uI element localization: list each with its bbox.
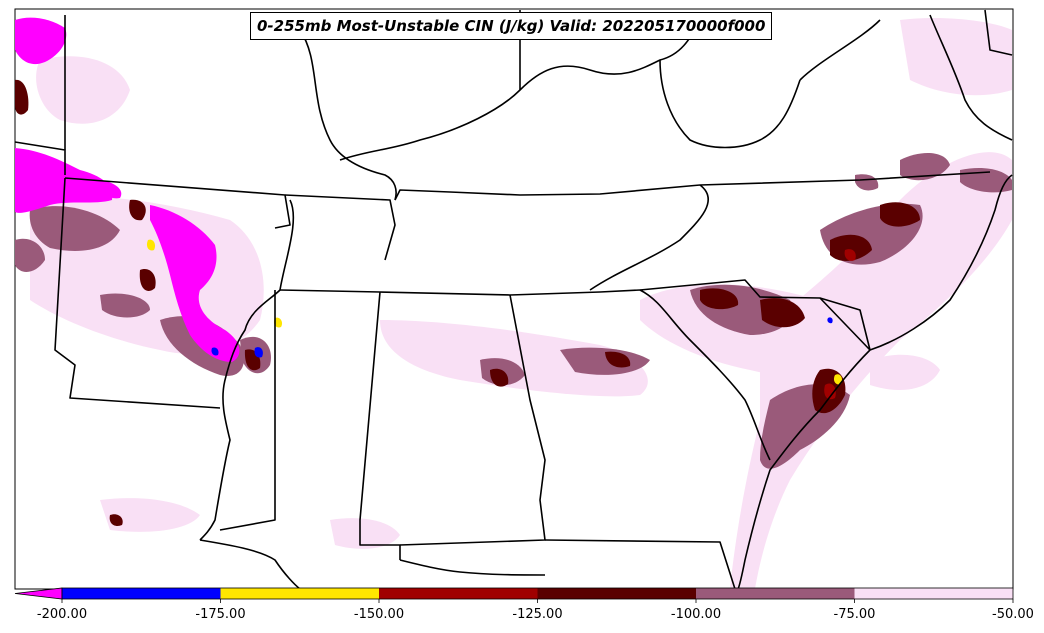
- colorbar-tick-label: -175.00: [195, 607, 246, 622]
- colorbar-tick-label: -75.00: [833, 607, 876, 622]
- colorbar-segment: [62, 588, 221, 599]
- colorbar-segment: [220, 588, 379, 599]
- colorbar-tick-label: -100.00: [670, 607, 722, 622]
- colorbar-tick-label: -200.00: [36, 607, 88, 622]
- colorbar: [14, 587, 1014, 603]
- colorbar-tick-label: -125.00: [512, 607, 563, 622]
- map-title: 0-255mb Most-Unstable CIN (J/kg) Valid: …: [250, 12, 773, 40]
- colorbar-segment: [537, 588, 696, 599]
- colorbar-segment: [379, 588, 538, 599]
- colorbar-tick-label: -150.00: [353, 607, 405, 622]
- colorbar-tick-label: -50.00: [992, 607, 1034, 622]
- colorbar-segment: [696, 588, 855, 599]
- colorbar-segment: [854, 588, 1013, 599]
- state-boundaries: [14, 9, 1013, 590]
- colorbar-extend-triangle: [14, 587, 63, 600]
